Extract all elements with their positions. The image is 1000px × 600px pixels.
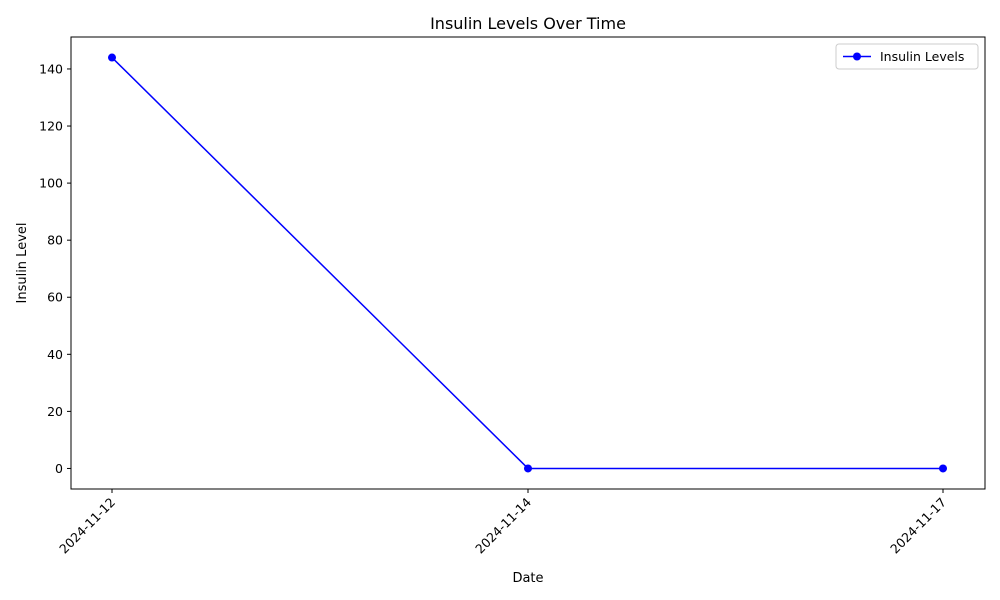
legend: Insulin Levels bbox=[835, 43, 979, 70]
x-axis-label: Date bbox=[512, 571, 543, 586]
data-point bbox=[524, 464, 532, 473]
series-layer bbox=[108, 53, 947, 473]
y-tick-label: 80 bbox=[47, 233, 63, 248]
y-tick-label: 40 bbox=[47, 347, 63, 362]
chart-title: Insulin Levels Over Time bbox=[430, 14, 626, 33]
data-point bbox=[108, 53, 116, 62]
y-tick-label: 100 bbox=[39, 176, 63, 191]
data-point bbox=[939, 464, 947, 473]
y-tick-label: 20 bbox=[47, 404, 63, 419]
y-tick-label: 0 bbox=[55, 461, 63, 476]
legend-label: Insulin Levels bbox=[880, 49, 964, 64]
y-tick-label: 140 bbox=[39, 61, 63, 76]
y-axis-label: Insulin Level bbox=[15, 223, 30, 304]
legend-marker-icon bbox=[853, 52, 861, 61]
legend-box bbox=[835, 43, 979, 70]
y-tick-label: 60 bbox=[47, 290, 63, 305]
y-tick-label: 120 bbox=[39, 119, 63, 134]
y-axis: 0 20 40 60 80 100 120 140 bbox=[39, 61, 71, 476]
